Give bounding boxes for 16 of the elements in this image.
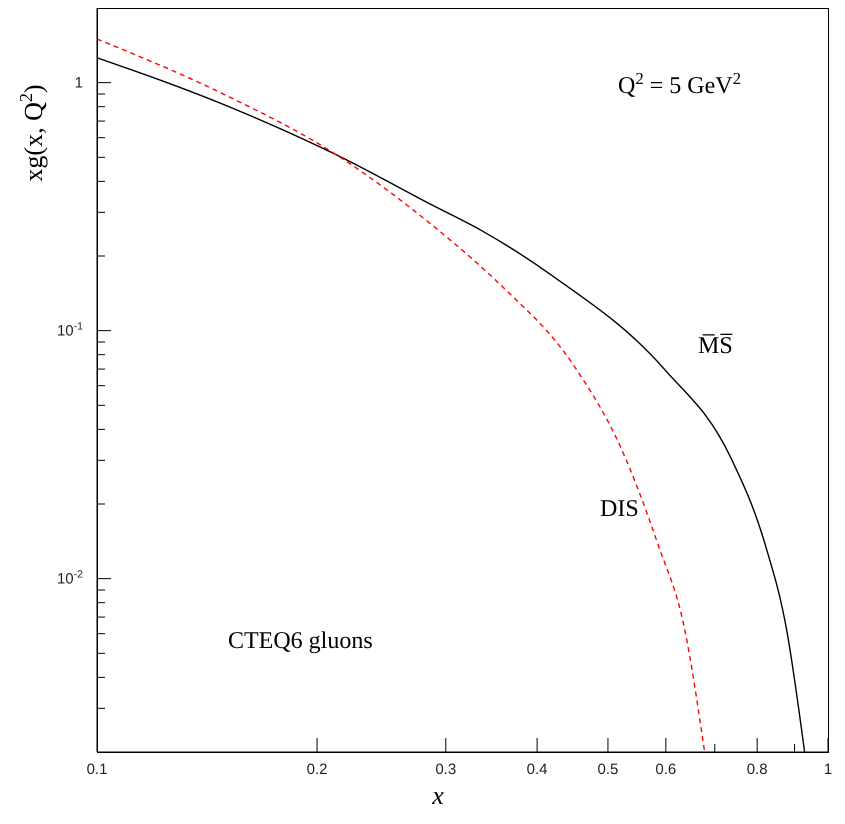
- annotation: CTEQ6 gluons: [228, 628, 373, 654]
- y-tick-label: 10$^{-1}$: [56, 320, 84, 340]
- y-tick-label: 10$^{-2}$: [56, 568, 84, 588]
- x-tick-label: 0.6: [655, 761, 676, 778]
- x-tick-label: 1: [824, 761, 832, 778]
- x-tick-label: 0.5: [598, 761, 618, 778]
- x-axis-title: x: [431, 781, 444, 810]
- annotation: Q$^{2}$ = 5 GeV$^{2}$: [618, 68, 741, 99]
- y-tick-label: 1: [74, 74, 83, 92]
- x-tick-label: 0.8: [746, 761, 768, 778]
- x-tick-label: 0.2: [306, 761, 328, 778]
- series-label: M̅S̅: [698, 333, 734, 359]
- x-tick-label: 0.1: [86, 761, 108, 778]
- x-tick-label: 0.4: [526, 761, 548, 778]
- x-tick-label: 0.3: [435, 761, 456, 778]
- series-label: DIS: [600, 496, 639, 522]
